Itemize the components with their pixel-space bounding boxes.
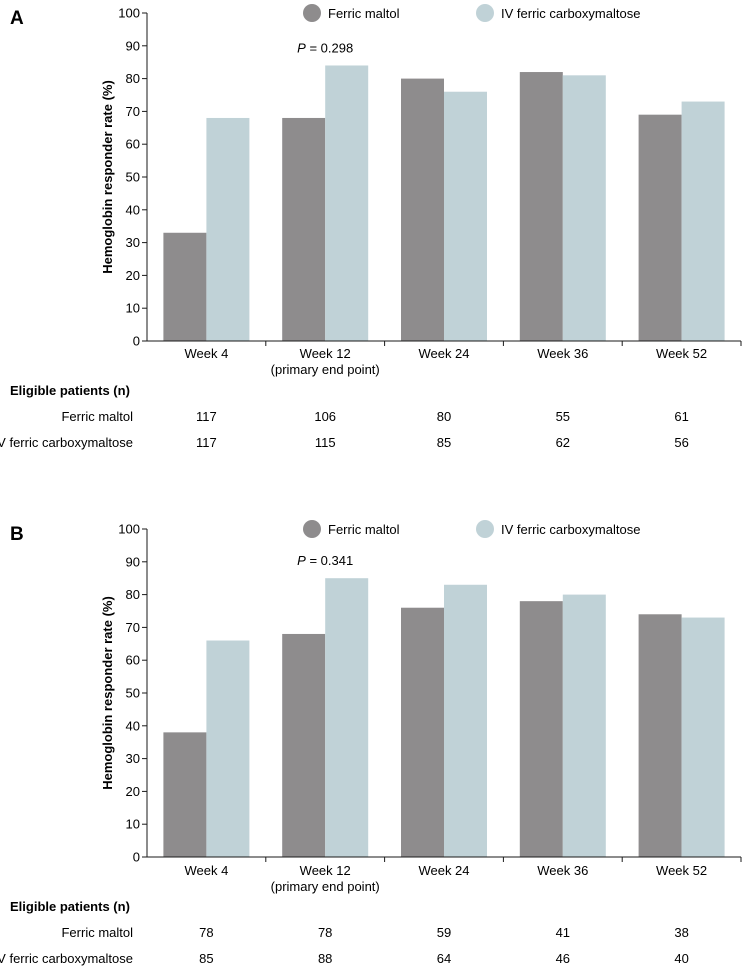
panel-b-x-tick-label-1: Week 4 (184, 863, 228, 878)
panel-b-x-tick-label-4: Week 36 (537, 863, 588, 878)
panel-b-bar-iv-fcm-4 (562, 594, 606, 857)
panel-b-legend-label-1: IV ferric carboxymaltose (501, 522, 640, 537)
panel-b-bar-iv-fcm-2 (325, 578, 369, 857)
panel-a-table-cell-2-4: 62 (556, 435, 570, 450)
panel-b-bar-ferric-maltol-5 (638, 614, 682, 857)
panel-b-y-tick-label-10: 10 (126, 817, 140, 832)
panel-a-table-row-label-2: IV ferric carboxymaltose (0, 435, 133, 450)
panel-b-bar-ferric-maltol-1 (163, 732, 207, 857)
panel-a-bar-iv-fcm-5 (681, 101, 725, 341)
panel-a-x-tick-label-1: Week 4 (184, 346, 228, 361)
panel-a-table-cell-1-1: 117 (196, 409, 217, 424)
panel-b-x-tick-sublabel-2: (primary end point) (271, 879, 380, 894)
panel-b-table-title: Eligible patients (n) (10, 899, 130, 914)
panel-b-table-cell-2-2: 88 (318, 951, 332, 966)
panel-b-table-cell-2-3: 64 (437, 951, 451, 966)
panel-a-x-tick-label-3: Week 24 (418, 346, 469, 361)
panel-b-x-tick-label-3: Week 24 (418, 863, 469, 878)
panel-b-y-tick-label-50: 50 (126, 686, 140, 701)
panel-b-table-cell-2-4: 46 (556, 951, 570, 966)
panel-a-y-tick-label-20: 20 (126, 268, 140, 283)
panel-a-legend-swatch-1 (476, 4, 494, 22)
panel-a-table-cell-2-1: 117 (196, 435, 217, 450)
panel-a-y-tick-label-0: 0 (133, 334, 140, 349)
panel-b-bar-iv-fcm-5 (681, 617, 725, 857)
panel-b-table-cell-1-5: 38 (674, 925, 688, 940)
panel-a-bar-ferric-maltol-4 (519, 72, 563, 341)
panel-b-y-axis-label: Hemoglobin responder rate (%) (100, 596, 115, 790)
panel-a-table-cell-1-2: 106 (314, 409, 336, 424)
panel-a-y-tick-label-100: 100 (118, 6, 140, 21)
panel-a-bar-ferric-maltol-5 (638, 114, 682, 342)
panel-a-y-tick-label-80: 80 (126, 71, 140, 86)
panel-a-legend-label-0: Ferric maltol (328, 6, 400, 21)
panel-b-y-tick-label-90: 90 (126, 554, 140, 569)
panel-a-bar-iv-fcm-4 (562, 75, 606, 341)
panel-a-legend-label-1: IV ferric carboxymaltose (501, 6, 640, 21)
panel-b-table-row-label-1: Ferric maltol (61, 925, 133, 940)
panel-a-table-row-label-1: Ferric maltol (61, 409, 133, 424)
panel-a-bar-iv-fcm-2 (325, 65, 369, 341)
panel-a-y-tick-label-70: 70 (126, 104, 140, 119)
panel-a-y-tick-label-60: 60 (126, 137, 140, 152)
panel-b-bar-iv-fcm-1 (206, 640, 250, 857)
panel-a-y-tick-label-10: 10 (126, 301, 140, 316)
panel-b-y-tick-label-20: 20 (126, 784, 140, 799)
panel-b-y-tick-label-70: 70 (126, 620, 140, 635)
panel-b-table-cell-1-2: 78 (318, 925, 332, 940)
panel-b-legend-label-0: Ferric maltol (328, 522, 400, 537)
panel-a-bar-ferric-maltol-2 (282, 117, 326, 342)
panel-b-x-tick-label-5: Week 52 (656, 863, 707, 878)
panel-b-table-cell-2-1: 85 (199, 951, 213, 966)
panel-b-legend-swatch-0 (303, 520, 321, 538)
panel-a-table-cell-1-3: 80 (437, 409, 451, 424)
panel-b-y-tick-label-60: 60 (126, 653, 140, 668)
panel-a-table-cell-2-5: 56 (674, 435, 688, 450)
panel-a-y-axis-label: Hemoglobin responder rate (%) (100, 80, 115, 274)
panel-a-table-cell-2-2: 115 (315, 435, 336, 450)
panel-b-y-tick-label-40: 40 (126, 718, 140, 733)
panel-a-y-tick-label-50: 50 (126, 170, 140, 185)
panel-a-y-tick-label-40: 40 (126, 202, 140, 217)
panel-a-table-cell-2-3: 85 (437, 435, 451, 450)
panel-a-table-cell-1-5: 61 (674, 409, 688, 424)
panel-b-table-cell-1-1: 78 (199, 925, 213, 940)
panel-b-p-value-annotation: P = 0.341 (297, 553, 353, 568)
panel-b-table-cell-2-5: 40 (674, 951, 688, 966)
panel-a-table-title: Eligible patients (n) (10, 383, 130, 398)
panel-b-table-cell-1-4: 41 (556, 925, 570, 940)
panel-b-y-tick-label-80: 80 (126, 587, 140, 602)
panel-a-y-tick-label-90: 90 (126, 38, 140, 53)
panel-a-x-tick-label-5: Week 52 (656, 346, 707, 361)
panel-b-bar-ferric-maltol-3 (401, 607, 444, 857)
panel-a-bar-iv-fcm-1 (206, 117, 250, 342)
panel-a-bar-iv-fcm-3 (444, 91, 487, 341)
panel-b-y-tick-label-0: 0 (133, 850, 140, 865)
panel-a-table-cell-1-4: 55 (556, 409, 570, 424)
panel-b-y-tick-label-30: 30 (126, 751, 140, 766)
panel-b-y-tick-label-100: 100 (118, 522, 140, 537)
panel-b-table-row-label-2: IV ferric carboxymaltose (0, 951, 133, 966)
panel-a-legend-swatch-0 (303, 4, 321, 22)
panel-b-bar-iv-fcm-3 (444, 584, 487, 857)
panel-b-bar-ferric-maltol-2 (282, 633, 326, 857)
panel-a-x-tick-sublabel-2: (primary end point) (271, 362, 380, 377)
panel-b-legend-swatch-1 (476, 520, 494, 538)
panel-a-x-tick-label-2: Week 12 (300, 346, 351, 361)
panel-b-x-tick-label-2: Week 12 (300, 863, 351, 878)
panel-a-bar-ferric-maltol-1 (163, 232, 207, 341)
panel-a-y-tick-label-30: 30 (126, 235, 140, 250)
panel-a-p-value-annotation: P = 0.298 (297, 40, 353, 55)
panel-b-label: B (10, 524, 24, 545)
panel-b-table-cell-1-3: 59 (437, 925, 451, 940)
panel-a-label: A (10, 8, 24, 29)
panel-a-x-tick-label-4: Week 36 (537, 346, 588, 361)
panel-b-bar-ferric-maltol-4 (519, 601, 563, 857)
panel-a-bar-ferric-maltol-3 (401, 78, 444, 341)
